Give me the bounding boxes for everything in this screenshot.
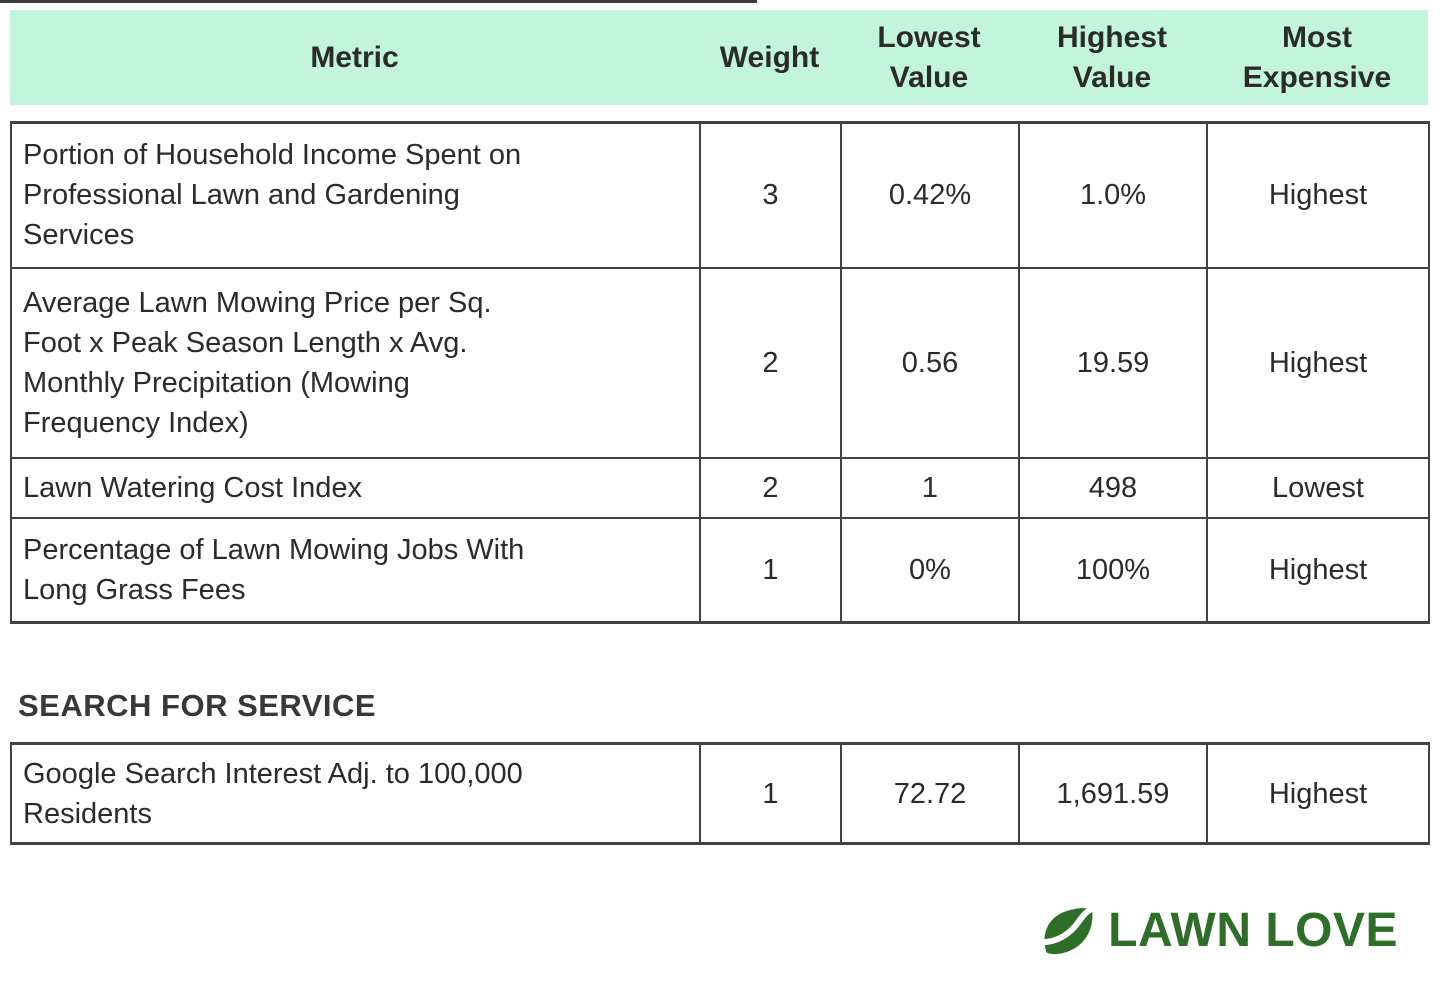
table-row: Percentage of Lawn Mowing Jobs With Long… (10, 516, 1430, 624)
lowest-value-cell: 0.42% (840, 121, 1020, 269)
highest-value-cell: 19.59 (1018, 266, 1208, 459)
table-row: Google Search Interest Adj. to 100,000 R… (10, 742, 1430, 845)
lowest-value-cell: 72.72 (840, 742, 1020, 845)
table-row: Portion of Household Income Spent on Pro… (10, 121, 1430, 269)
highest-value-cell: 498 (1018, 456, 1208, 519)
header-metric: Metric (310, 40, 399, 74)
search-for-service-table: Google Search Interest Adj. to 100,000 R… (10, 742, 1430, 845)
weight-cell: 3 (699, 121, 842, 269)
lawn-love-logo: LAWN LOVE (10, 903, 1428, 958)
cropped-border-line (0, 0, 757, 3)
header-most-expensive: Most Expensive (1242, 20, 1392, 94)
metric-cell: Percentage of Lawn Mowing Jobs With Long… (10, 516, 701, 624)
header-lowest-value: Lowest Value (877, 20, 981, 94)
logo-wordmark: LAWN LOVE (1108, 904, 1398, 957)
most-expensive-cell: Highest (1206, 266, 1430, 459)
methodology-table-page: Metric Weight Lowest Value Highest Value… (10, 10, 1430, 958)
highest-value-cell: 1.0% (1018, 121, 1208, 269)
highest-value-cell: 100% (1018, 516, 1208, 624)
metric-cell: Google Search Interest Adj. to 100,000 R… (10, 742, 701, 845)
most-expensive-cell: Highest (1206, 516, 1430, 624)
table-row: Average Lawn Mowing Price per Sq. Foot x… (10, 266, 1430, 459)
leaf-icon (1040, 905, 1096, 956)
table-header-band: Metric Weight Lowest Value Highest Value… (10, 10, 1428, 105)
weight-cell: 2 (699, 456, 842, 519)
lowest-value-cell: 1 (840, 456, 1020, 519)
lowest-value-cell: 0.56 (840, 266, 1020, 459)
most-expensive-cell: Lowest (1206, 456, 1430, 519)
metric-cell: Lawn Watering Cost Index (10, 456, 701, 519)
metric-cell: Average Lawn Mowing Price per Sq. Foot x… (10, 266, 701, 459)
most-expensive-cell: Highest (1206, 742, 1430, 845)
lowest-value-cell: 0% (840, 516, 1020, 624)
header-weight: Weight (719, 40, 820, 74)
weight-cell: 2 (699, 266, 842, 459)
highest-value-cell: 1,691.59 (1018, 742, 1208, 845)
most-expensive-cell: Highest (1206, 121, 1430, 269)
weight-cell: 1 (699, 742, 842, 845)
metrics-table: Portion of Household Income Spent on Pro… (10, 121, 1430, 624)
table-row: Lawn Watering Cost Index 2 1 498 Lowest (10, 456, 1430, 519)
search-for-service-heading: SEARCH FOR SERVICE (18, 688, 377, 723)
header-highest-value: Highest Value (1056, 20, 1167, 94)
metric-cell: Portion of Household Income Spent on Pro… (10, 121, 701, 269)
weight-cell: 1 (699, 516, 842, 624)
